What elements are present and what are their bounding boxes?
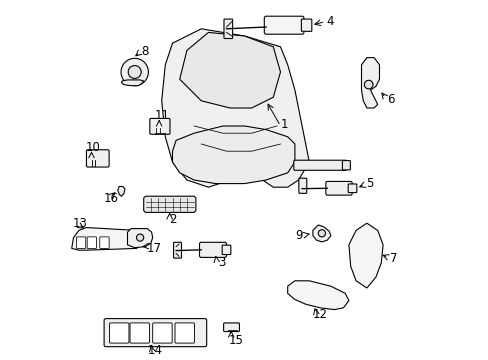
FancyBboxPatch shape [347, 184, 356, 193]
FancyBboxPatch shape [325, 181, 351, 195]
FancyBboxPatch shape [175, 323, 194, 343]
FancyBboxPatch shape [76, 237, 85, 248]
Text: 7: 7 [389, 252, 396, 265]
FancyBboxPatch shape [293, 160, 346, 170]
FancyBboxPatch shape [298, 178, 306, 193]
PathPatch shape [72, 228, 143, 250]
Text: 8: 8 [141, 45, 148, 58]
PathPatch shape [121, 80, 143, 86]
Circle shape [136, 234, 143, 241]
FancyBboxPatch shape [301, 19, 311, 31]
Text: 9: 9 [294, 229, 302, 242]
FancyBboxPatch shape [100, 237, 109, 248]
FancyBboxPatch shape [87, 237, 96, 248]
FancyBboxPatch shape [173, 242, 181, 258]
Text: 1: 1 [280, 118, 287, 131]
PathPatch shape [179, 32, 280, 108]
PathPatch shape [162, 29, 309, 187]
PathPatch shape [348, 223, 382, 288]
Circle shape [128, 66, 141, 78]
FancyBboxPatch shape [224, 19, 232, 39]
Text: 10: 10 [85, 141, 100, 154]
Text: 17: 17 [146, 242, 161, 255]
Text: 12: 12 [312, 309, 327, 321]
Circle shape [364, 80, 372, 89]
PathPatch shape [361, 58, 379, 108]
PathPatch shape [118, 186, 125, 196]
Text: 16: 16 [103, 192, 118, 204]
FancyBboxPatch shape [149, 118, 170, 134]
Text: 5: 5 [366, 177, 373, 190]
PathPatch shape [287, 281, 348, 310]
Text: 4: 4 [326, 15, 333, 28]
FancyBboxPatch shape [222, 245, 230, 255]
FancyBboxPatch shape [86, 150, 109, 167]
Text: 15: 15 [228, 334, 243, 347]
FancyBboxPatch shape [264, 16, 303, 34]
Text: 14: 14 [147, 345, 162, 357]
Text: 13: 13 [72, 217, 87, 230]
FancyBboxPatch shape [130, 323, 149, 343]
Text: 2: 2 [169, 213, 177, 226]
PathPatch shape [143, 196, 196, 212]
FancyBboxPatch shape [199, 242, 226, 257]
FancyBboxPatch shape [223, 323, 239, 332]
FancyBboxPatch shape [104, 319, 206, 347]
FancyBboxPatch shape [342, 161, 349, 170]
Text: 11: 11 [154, 109, 169, 122]
Text: 3: 3 [218, 256, 225, 269]
PathPatch shape [172, 126, 294, 184]
PathPatch shape [127, 229, 152, 248]
FancyBboxPatch shape [152, 323, 172, 343]
PathPatch shape [312, 225, 330, 242]
Text: 6: 6 [386, 93, 393, 106]
Circle shape [318, 230, 325, 237]
Circle shape [121, 58, 148, 86]
FancyBboxPatch shape [109, 323, 129, 343]
